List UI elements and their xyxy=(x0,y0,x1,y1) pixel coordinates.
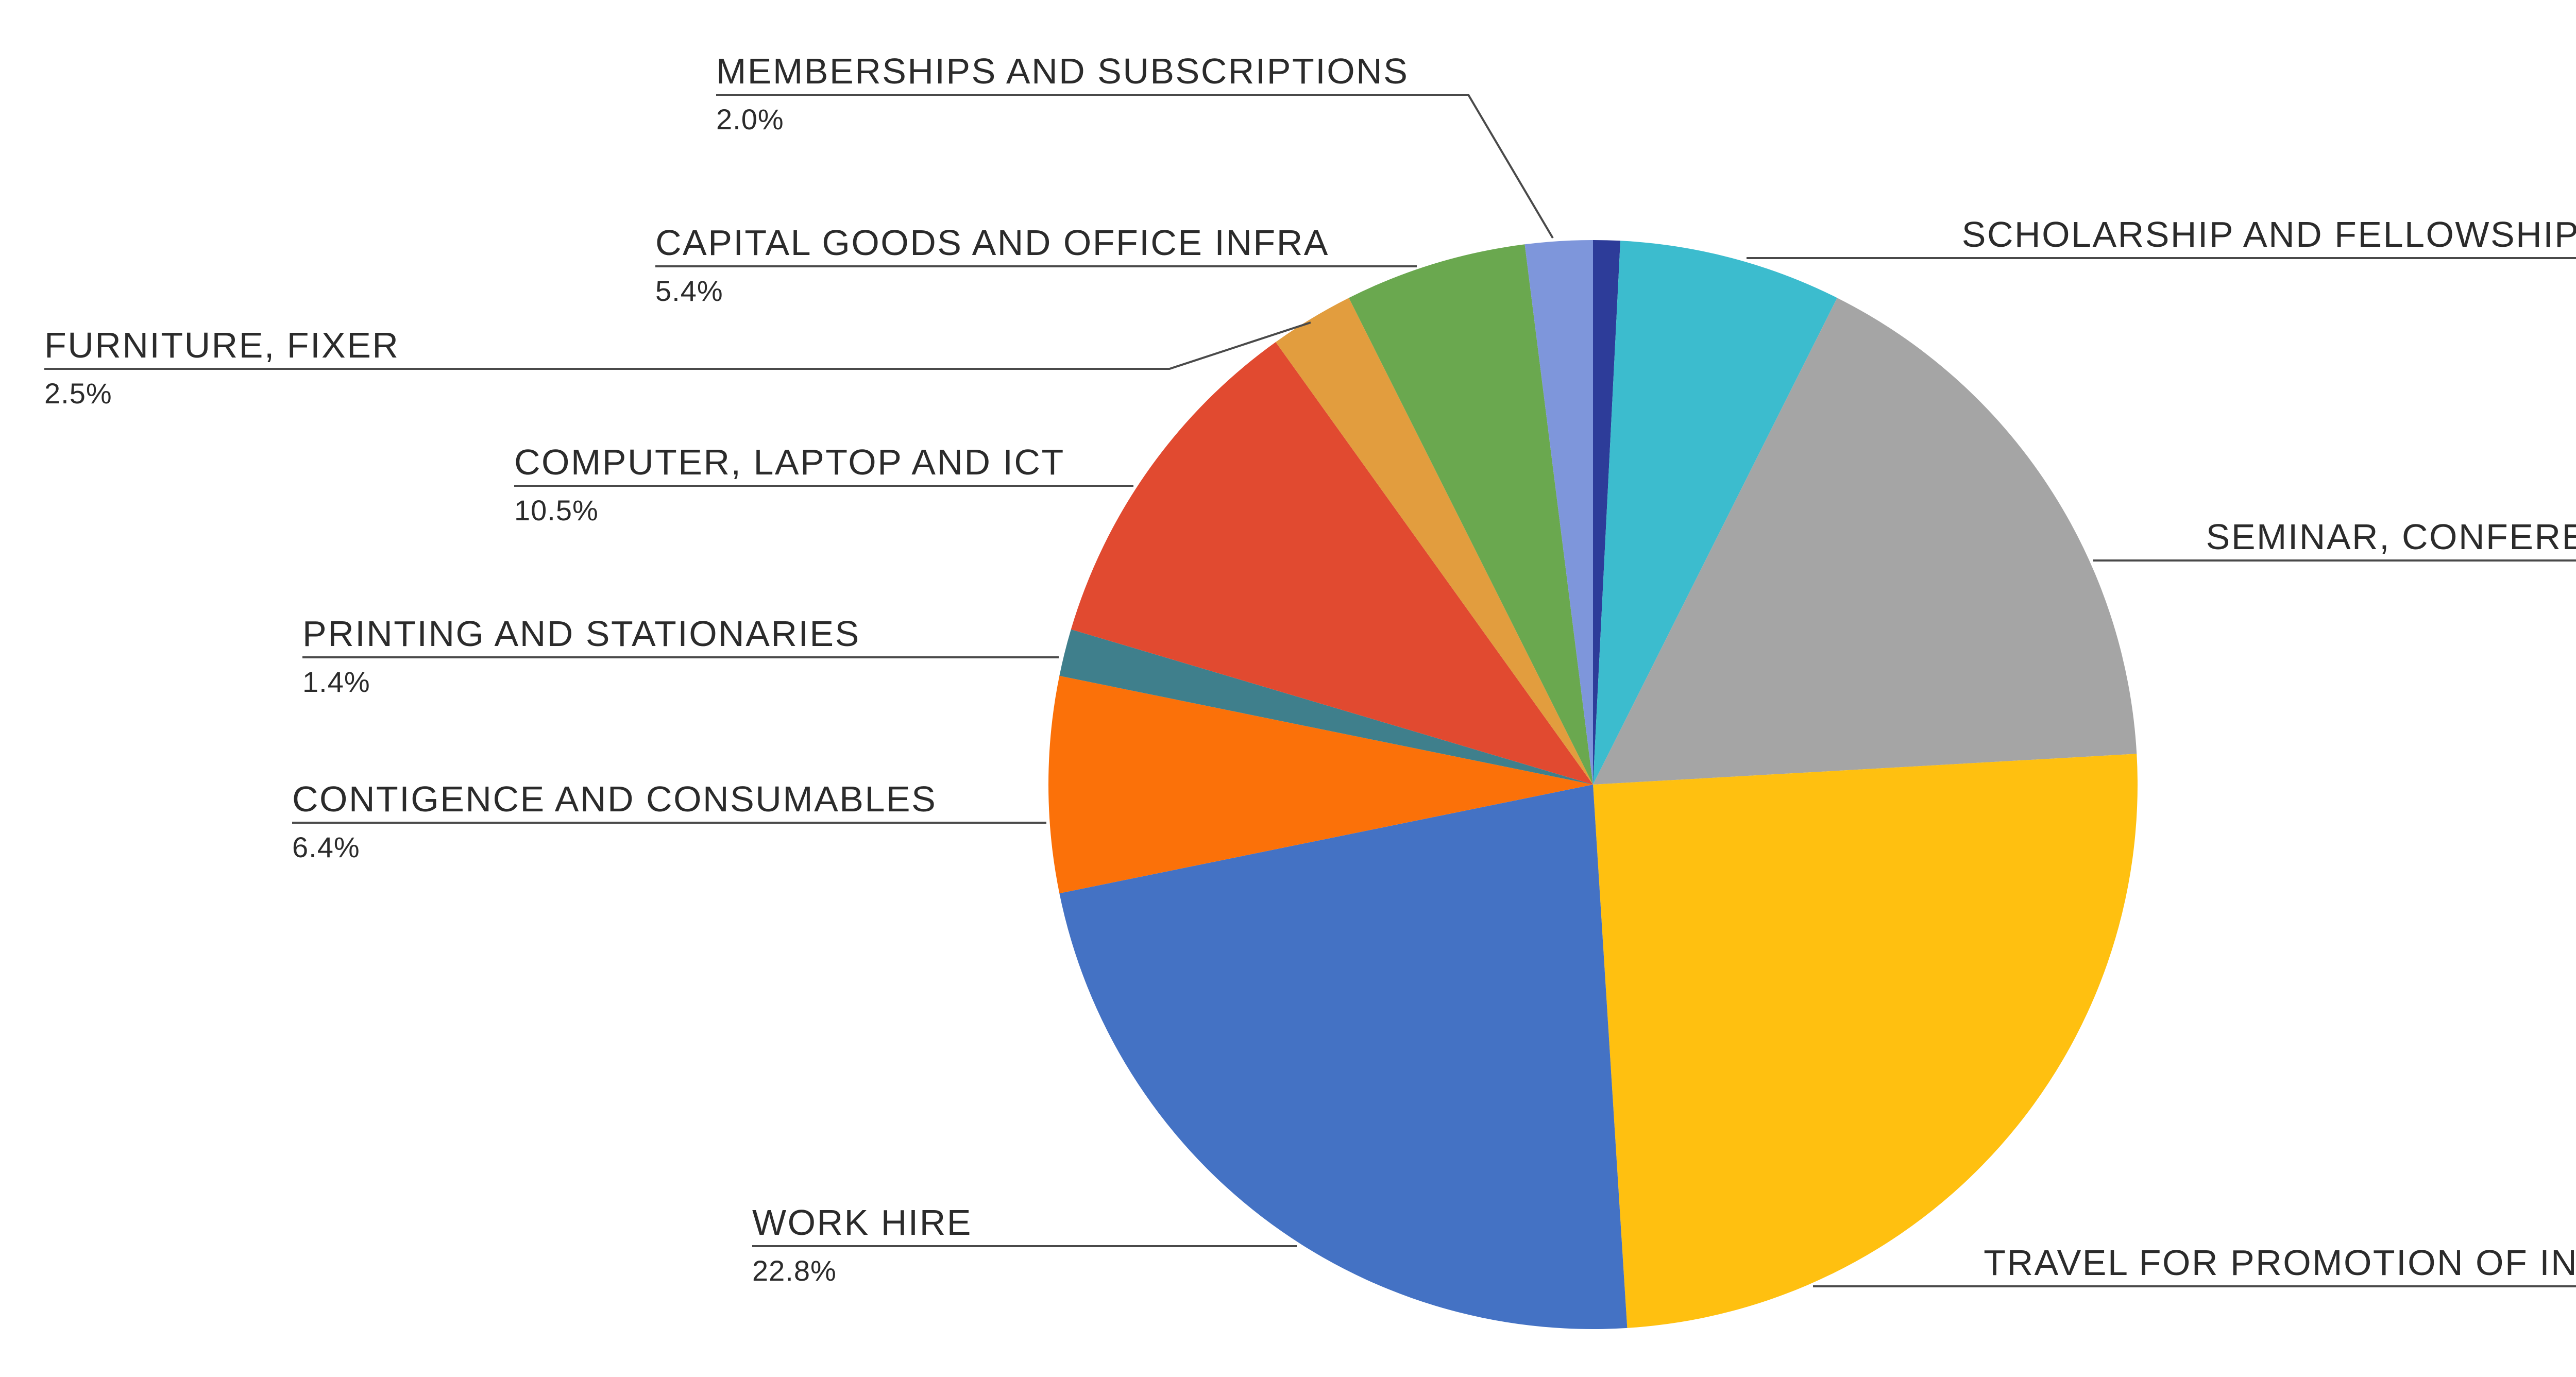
slice-label-scholarship: SCHOLARSHIP AND FELLOWSHIP, AWARDS, REWA… xyxy=(1961,214,2576,254)
pie-slice-computer-laptop-and-ict[interactable] xyxy=(1071,342,1593,785)
pie-slice-furniture-fixer[interactable] xyxy=(1276,298,1593,785)
pie-slice-contigence-and-consumables[interactable] xyxy=(1048,675,1593,894)
slice-pct-computer: 10.5% xyxy=(514,494,599,526)
slice-label-furniture: FURNITURE, FIXER xyxy=(44,325,400,365)
pie-slice-scholarship-and-fellowship-awards-rewards[interactable] xyxy=(1593,241,1837,785)
leader-lines xyxy=(44,94,2576,1287)
slice-label-capital-goods: CAPITAL GOODS AND OFFICE INFRA xyxy=(655,223,1329,263)
slice-label-memberships: MEMBERSHIPS AND SUBSCRIPTIONS xyxy=(716,51,1409,91)
slice-pct-contigence: 6.4% xyxy=(292,831,360,863)
slice-pct-furniture: 2.5% xyxy=(44,377,112,410)
pie-slice-memberships-and-subscriptions[interactable] xyxy=(1524,240,1594,785)
slice-pct-printing: 1.4% xyxy=(302,666,370,698)
pie-slice-unlabeled[interactable] xyxy=(1593,240,1621,785)
leader-line-furniture xyxy=(44,321,1311,370)
slice-label-printing: PRINTING AND STATIONARIES xyxy=(302,614,860,654)
slice-label-seminar: SEMINAR, CONFERENCE, EVENTS AND DELE... xyxy=(2206,517,2576,557)
slice-pct-work-hire: 22.8% xyxy=(752,1254,837,1287)
slice-pct-memberships: 2.0% xyxy=(716,103,784,135)
pie-slices xyxy=(1048,240,2138,1329)
slice-label-computer: COMPUTER, LAPTOP AND ICT xyxy=(514,442,1065,482)
pie-slice-printing-and-stationaries[interactable] xyxy=(1059,629,1593,785)
slice-label-work-hire: WORK HIRE xyxy=(752,1202,972,1243)
leader-line-memberships xyxy=(716,94,1554,239)
pie-slice-travel-for-promotion-of-international-relations[interactable] xyxy=(1593,754,2138,1328)
slice-label-contigence: CONTIGENCE AND CONSUMABLES xyxy=(292,779,937,819)
pie-slice-work-hire[interactable] xyxy=(1059,785,1628,1329)
pie-slice-capital-goods-and-office-infra[interactable] xyxy=(1349,244,1593,785)
pie-slice-seminar-conference-events-and-dele[interactable] xyxy=(1593,298,2137,785)
slice-label-travel: TRAVEL FOR PROMOTION OF INTERNATIONAL RE… xyxy=(1984,1243,2576,1283)
slice-pct-capital-goods: 5.4% xyxy=(655,275,723,307)
